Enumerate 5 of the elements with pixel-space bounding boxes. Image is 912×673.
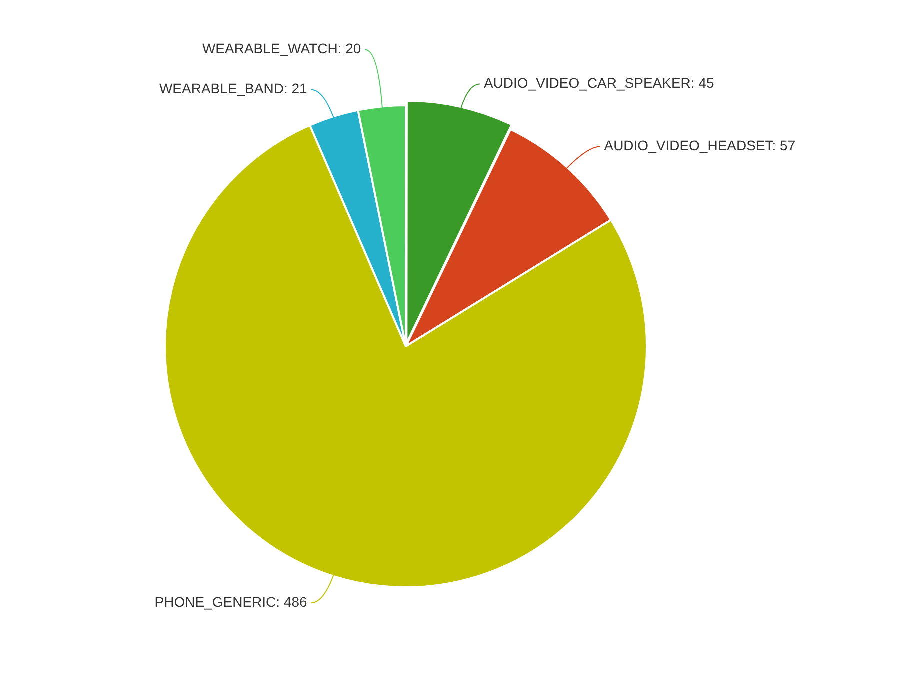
slice-label: WEARABLE_BAND: 21 [159,80,308,97]
slice-label: AUDIO_VIDEO_HEADSET: 57 [604,138,796,154]
slice-label: PHONE_GENERIC: 486 [154,594,308,610]
slice-label: WEARABLE_WATCH: 20 [202,40,362,57]
slice-label: AUDIO_VIDEO_CAR_SPEAKER: 45 [484,75,714,92]
